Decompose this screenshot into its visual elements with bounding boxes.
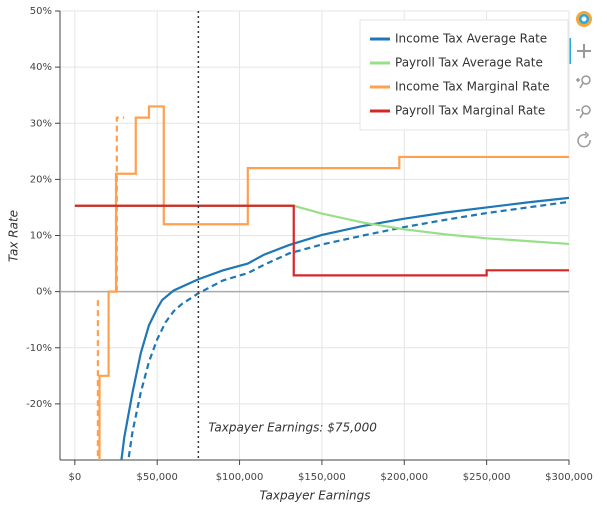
x-tick-label: $200,000 [380, 472, 428, 483]
x-axis-label: Taxpayer Earnings [259, 489, 370, 503]
y-tick-label: 20% [30, 174, 52, 185]
pan-tool[interactable] [577, 44, 591, 58]
x-tick-label: $150,000 [298, 472, 346, 483]
plot-area [60, 11, 569, 460]
zoom-out-tool[interactable] [576, 105, 591, 119]
series-line [74, 204, 569, 277]
x-tick-label: $250,000 [463, 472, 511, 483]
series-line [120, 196, 569, 460]
series-line [127, 200, 569, 460]
y-tick-label: 40% [30, 62, 52, 73]
y-tick-label: 10% [30, 231, 52, 242]
y-tick-label: 50% [30, 6, 52, 17]
y-tick-label: -20% [26, 399, 52, 410]
legend-box [359, 19, 569, 131]
x-tick-label: $0 [68, 472, 81, 483]
y-axis-label: Tax Rate [7, 210, 21, 262]
toolbar [569, 11, 592, 148]
legend-label: Income Tax Marginal Rate [395, 80, 550, 94]
x-tick-label: $50,000 [137, 472, 178, 483]
x-tick-label: $100,000 [216, 472, 264, 483]
legend-label: Payroll Tax Average Rate [395, 56, 543, 70]
reset-tool[interactable] [577, 131, 591, 148]
legend-label: Payroll Tax Marginal Rate [395, 104, 545, 118]
y-tick-label: 0% [36, 287, 52, 298]
bokeh-logo[interactable] [576, 11, 592, 27]
y-tick-label: -10% [26, 343, 52, 354]
legend-label: Income Tax Average Rate [395, 32, 547, 46]
y-tick-label: 30% [30, 118, 52, 129]
series-line [98, 105, 569, 460]
zoom-in-tool[interactable] [576, 75, 591, 89]
series-line [74, 204, 569, 246]
series-line [96, 116, 125, 460]
annotation: Taxpayer Earnings: $75,000 [208, 421, 377, 435]
x-tick-label: $300,000 [545, 472, 593, 483]
